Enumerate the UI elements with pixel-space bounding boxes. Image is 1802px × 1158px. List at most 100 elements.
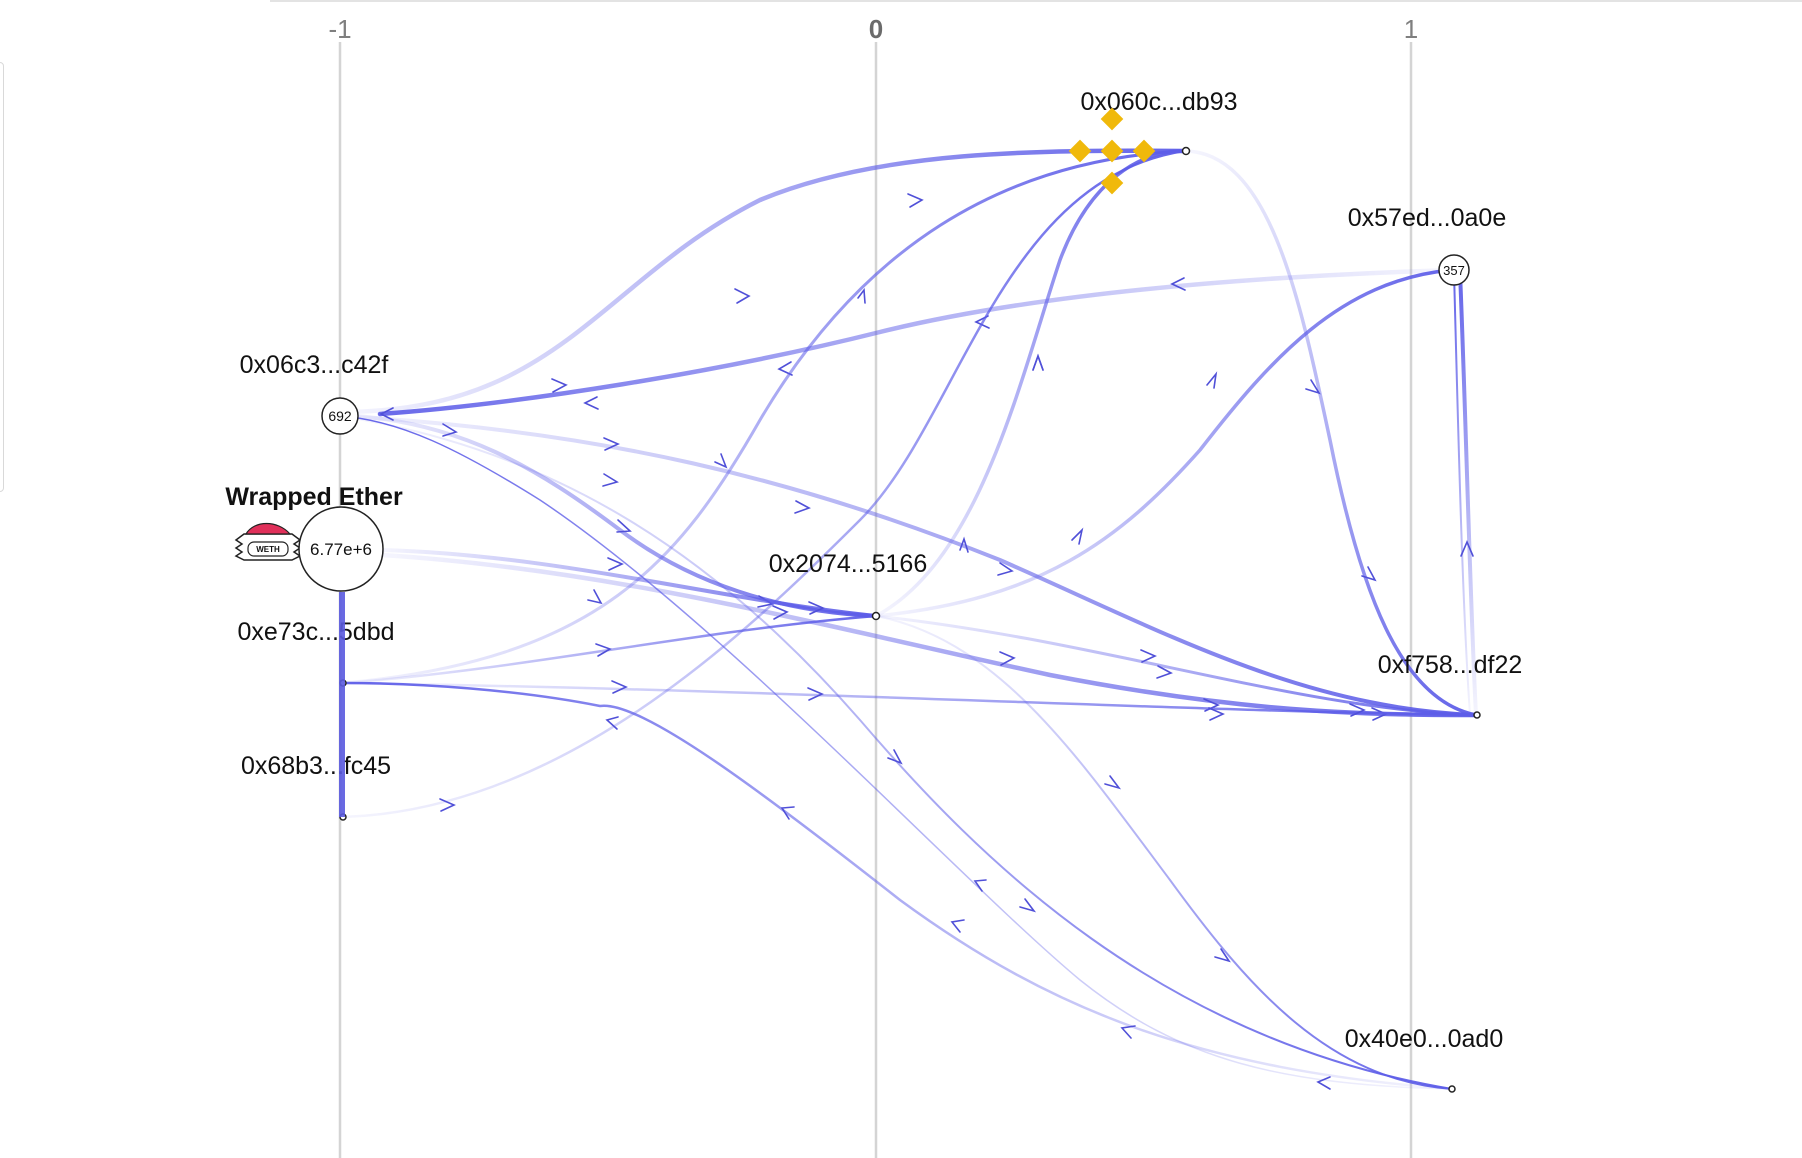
- edge-arrow: [997, 562, 1014, 576]
- binance-icon: [1068, 107, 1156, 195]
- edge-arrow: [603, 437, 620, 451]
- node-label: 0x060c...db93: [1080, 88, 1237, 116]
- edge-arrow: [1156, 665, 1173, 679]
- node-label: 0x57ed...0a0e: [1348, 204, 1506, 232]
- edge[interactable]: [337, 148, 1187, 415]
- edge-arrow: [1206, 371, 1218, 389]
- edge-arrow: [794, 500, 811, 514]
- graph-node[interactable]: 0x68b3...fc45: [241, 752, 391, 821]
- node-label: 0x40e0...0ad0: [1345, 1025, 1503, 1053]
- edge[interactable]: [1182, 149, 1478, 717]
- edge-arrow: [1120, 1025, 1136, 1039]
- node-label: Wrapped Ether: [225, 483, 403, 511]
- edge[interactable]: [874, 268, 1454, 618]
- node-value: 357: [1443, 263, 1465, 278]
- node-circle: [1438, 254, 1470, 286]
- edge-arrow: [607, 557, 624, 571]
- edge-arrow: [950, 919, 965, 933]
- axis-ticks: -1 0 1: [328, 14, 1418, 44]
- edge-arrow: [734, 288, 751, 304]
- edge-arrow: [1071, 527, 1084, 545]
- edge-arrow: [442, 423, 458, 437]
- edge[interactable]: [341, 149, 1186, 685]
- edge[interactable]: [338, 414, 1478, 717]
- graph-node[interactable]: 0x57ed...0a0e 357: [1348, 204, 1506, 286]
- edge-arrow: [605, 716, 619, 730]
- edge-arrow: [1316, 1076, 1331, 1090]
- node-label: 0x2074...5166: [769, 550, 927, 578]
- nodes: 0x060c...db93 0x57ed...0a0e 357 0x06c3..…: [225, 88, 1523, 1093]
- graph-node[interactable]: Wrapped Ether WETH 6.77e+6: [225, 483, 403, 592]
- edge[interactable]: [875, 615, 1453, 1090]
- axis-tick-label: 0: [869, 14, 883, 44]
- edge-arrow: [714, 453, 728, 469]
- node-dot: [871, 611, 881, 621]
- edge-arrow: [1104, 775, 1122, 790]
- edge-arrow: [1140, 649, 1157, 663]
- edge-arrow: [602, 473, 619, 487]
- graph-node[interactable]: 0x060c...db93: [1068, 88, 1238, 195]
- node-value: 6.77e+6: [310, 540, 372, 559]
- svg-text:WETH: WETH: [256, 545, 280, 554]
- edge-arrow: [595, 643, 612, 657]
- edge[interactable]: [377, 267, 1455, 421]
- edge-arrow: [772, 605, 789, 620]
- edges: [337, 148, 1479, 1091]
- edge[interactable]: [341, 614, 878, 685]
- edge[interactable]: [1453, 270, 1478, 717]
- grid-lines: [338, 42, 1413, 1158]
- edge-arrow: [777, 361, 793, 376]
- edge-arrow: [1305, 379, 1321, 395]
- graph-node[interactable]: 0x40e0...0ad0: [1345, 1025, 1503, 1093]
- edge-arrow: [1361, 566, 1377, 582]
- edge-arrow: [1349, 703, 1366, 717]
- top-border: [270, 0, 1802, 2]
- edge-arrow: [1019, 898, 1037, 913]
- edge-arrow: [611, 680, 628, 694]
- edge-arrow: [999, 651, 1016, 666]
- node-value: 692: [328, 408, 352, 424]
- edge-arrow: [616, 519, 632, 533]
- edge-arrow: [780, 806, 795, 820]
- edge-arrow: [587, 589, 603, 605]
- edge-arrow: [807, 687, 824, 701]
- graph-node[interactable]: 0xf758...df22: [1378, 651, 1523, 719]
- node-circle: [298, 506, 384, 592]
- axis-tick-label: -1: [328, 14, 351, 44]
- edge-arrow: [439, 798, 456, 812]
- edge-arrow: [887, 749, 903, 765]
- edge-arrow: [1032, 353, 1044, 371]
- edge-arrow: [959, 536, 969, 553]
- node-circle: [321, 397, 359, 435]
- weth-icon: WETH: [234, 522, 302, 561]
- node-label: 0xf758...df22: [1378, 651, 1523, 679]
- edge-arrow: [1208, 707, 1225, 721]
- edge-arrow: [583, 396, 599, 410]
- axis-tick-label: 1: [1404, 14, 1418, 44]
- edge[interactable]: [874, 149, 1186, 618]
- edge[interactable]: [341, 680, 1478, 721]
- edge-arrow: [808, 601, 825, 615]
- edge[interactable]: [874, 614, 1478, 717]
- graph-node[interactable]: 0x2074...5166: [769, 550, 927, 621]
- edge-arrow: [1170, 277, 1186, 291]
- edge[interactable]: [339, 415, 1453, 1090]
- edge-arrow: [973, 879, 987, 892]
- edge-arrow: [1460, 539, 1474, 557]
- edge-arrow: [1214, 948, 1231, 963]
- edge[interactable]: [339, 415, 1453, 1090]
- node-dot: [1181, 146, 1191, 156]
- edge-arrow: [551, 378, 568, 393]
- graph-node[interactable]: 0xe73c...5dbd: [237, 618, 395, 687]
- node-label: 0x06c3...c42f: [240, 351, 389, 379]
- node-dot: [1473, 711, 1481, 719]
- weth-transfer-bars: [339, 592, 345, 817]
- edge[interactable]: [341, 681, 1454, 1091]
- graph-node[interactable]: 0x06c3...c42f 692: [240, 351, 389, 435]
- node-label: 0xe73c...5dbd: [237, 618, 394, 646]
- node-dot: [1448, 1085, 1456, 1093]
- node-label: 0x68b3...fc45: [241, 752, 391, 780]
- edge[interactable]: [341, 149, 1186, 819]
- edge-arrow: [907, 193, 924, 208]
